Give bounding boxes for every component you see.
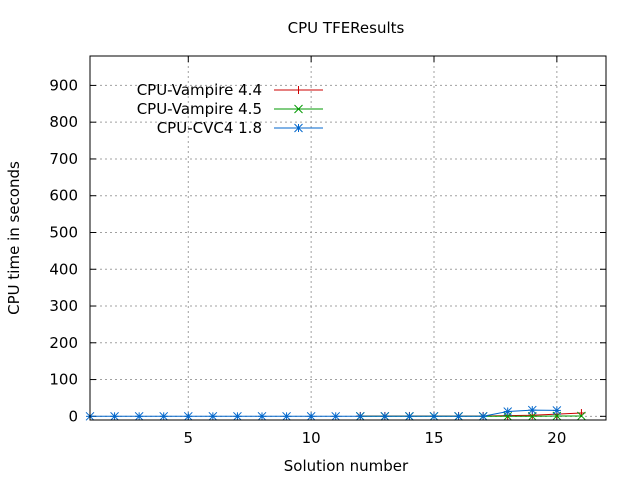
data-point <box>110 411 119 421</box>
data-point <box>478 411 488 421</box>
axis-ticks <box>90 56 606 420</box>
plot-frame <box>89 55 607 421</box>
x-tick-label: 15 <box>424 429 443 447</box>
data-point <box>331 411 341 421</box>
y-tick-label: 700 <box>49 150 78 168</box>
y-tick-label: 200 <box>49 334 78 352</box>
y-tick-label: 0 <box>68 407 78 425</box>
grid-lines <box>90 56 606 420</box>
data-point <box>405 411 414 421</box>
x-tick-label: 10 <box>302 429 321 447</box>
data-point <box>454 411 463 421</box>
data-point <box>306 411 316 421</box>
data-point <box>355 411 365 421</box>
data-point <box>552 406 562 415</box>
legend-label: CPU-Vampire 4.4 <box>137 81 262 99</box>
x-tick-label: 20 <box>547 429 566 447</box>
data-point <box>527 411 537 421</box>
data-point <box>429 411 439 421</box>
data-point <box>503 407 513 416</box>
data-point <box>282 411 291 421</box>
data-point <box>134 411 144 421</box>
y-axis-label: CPU time in seconds <box>5 161 23 315</box>
data-point <box>183 411 193 421</box>
legend-marker <box>294 123 303 133</box>
x-axis-label: Solution number <box>284 457 409 475</box>
series-line <box>90 409 557 417</box>
legend-marker <box>294 86 303 94</box>
data-point <box>208 411 218 421</box>
data-point <box>527 405 537 415</box>
x-tick-label: 5 <box>184 429 194 447</box>
data-point <box>380 411 390 421</box>
y-tick-label: 400 <box>49 260 78 278</box>
y-tick-label: 100 <box>49 371 78 389</box>
y-tick-label: 600 <box>49 187 78 205</box>
legend-label: CPU-CVC4 1.8 <box>157 119 262 137</box>
data-point <box>233 411 242 421</box>
data-point <box>159 411 169 421</box>
chart-title: CPU TFEResults <box>288 19 405 37</box>
y-tick-label: 900 <box>49 76 78 94</box>
y-tick-label: 300 <box>49 297 78 315</box>
legend-label: CPU-Vampire 4.5 <box>137 100 262 118</box>
data-point <box>577 411 586 421</box>
series-line <box>360 412 582 417</box>
series-lines <box>85 405 586 421</box>
tick-labels: 0 100 200 300 400 500 600 700 800 900 5 10 15 20 <box>49 76 566 447</box>
data-point <box>257 411 267 421</box>
series-3 <box>85 405 562 421</box>
legend-marker <box>294 104 303 114</box>
y-tick-label: 800 <box>49 113 78 131</box>
y-tick-label: 500 <box>49 223 78 241</box>
